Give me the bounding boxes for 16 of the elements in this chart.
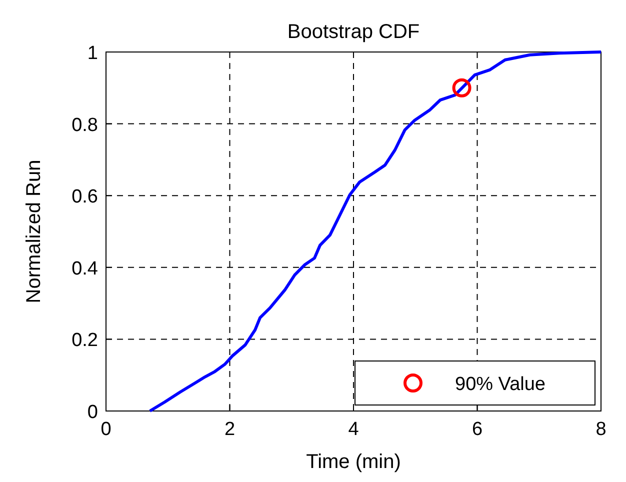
legend-label: 90% Value bbox=[455, 374, 546, 395]
x-tick-label: 0 bbox=[100, 419, 112, 440]
y-tick-label: 0.4 bbox=[72, 258, 98, 280]
y-tick-label: 0.2 bbox=[72, 330, 98, 352]
x-tick-label: 8 bbox=[596, 419, 606, 440]
y-tick-label: 0.8 bbox=[72, 114, 98, 136]
y-tick-label: 0 bbox=[87, 402, 98, 423]
line-series bbox=[148, 50, 602, 412]
x-tick-label: 4 bbox=[348, 419, 360, 440]
chart-title: Bootstrap CDF bbox=[287, 21, 420, 43]
y-tick-label: 0.6 bbox=[72, 186, 98, 208]
y-axis-title: Normalized Run bbox=[23, 160, 45, 304]
x-axis-title: Time (min) bbox=[306, 451, 401, 473]
x-tick-label: 6 bbox=[472, 419, 483, 440]
y-tick-label: 1 bbox=[87, 43, 98, 64]
x-tick-label: 2 bbox=[224, 419, 236, 440]
